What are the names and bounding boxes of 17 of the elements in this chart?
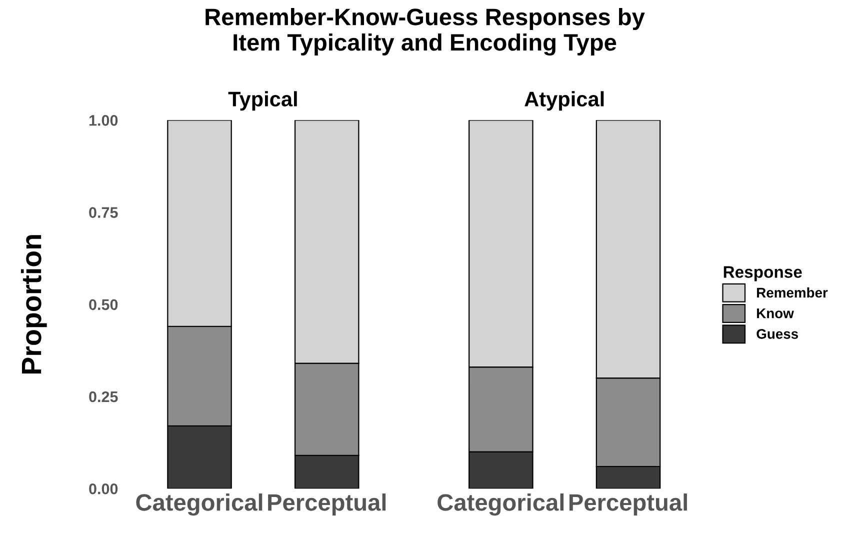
y-tick-label: 0.75	[89, 207, 118, 218]
x-tick-label: Perceptual	[268, 493, 386, 516]
y-tick-label: 0.00	[89, 483, 118, 494]
y-tick-label: 1.00	[89, 115, 118, 126]
chart-title: Typical	[228, 91, 297, 111]
legend-label: Guess	[756, 329, 798, 339]
y-tick-label: 0.25	[89, 391, 118, 402]
chart-title: Atypical	[524, 91, 604, 111]
x-tick-label: Perceptual	[569, 493, 687, 516]
legend-title: Response	[724, 266, 802, 282]
y-axis-title: Proportion	[20, 235, 47, 374]
legend-label: Remember	[757, 287, 828, 298]
x-tick-label: Categorical	[438, 493, 564, 516]
x-tick-label: Categorical	[136, 493, 262, 516]
legend-label: Know	[757, 308, 794, 318]
y-tick-label: 0.50	[89, 299, 118, 310]
text: Remember-Know-Guess Responses by Item Typicality and Encoding Type	[206, 8, 645, 56]
